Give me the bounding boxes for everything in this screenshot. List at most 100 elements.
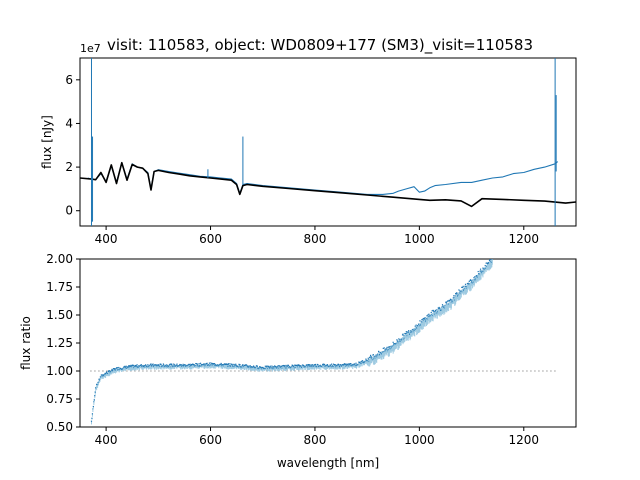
ratio-point <box>408 330 410 332</box>
ratio-point <box>188 364 190 366</box>
ratio-point <box>196 363 198 365</box>
ratio-point <box>281 365 283 367</box>
ratio-point <box>350 363 352 365</box>
ratio-point <box>271 365 273 367</box>
ratio-point <box>488 260 491 262</box>
ratio-point <box>484 264 486 267</box>
ratio-point <box>398 338 400 340</box>
ratio-point <box>275 366 277 368</box>
ratio-point <box>421 319 423 321</box>
ratio-point <box>267 366 269 368</box>
ratio-point <box>242 364 244 366</box>
ratio-point <box>134 364 136 367</box>
ratio-point <box>452 297 454 299</box>
ratio-point <box>486 262 488 264</box>
ratio-point <box>91 417 93 419</box>
spectrum-ytick-label: 2 <box>65 160 73 174</box>
spectrum-marks <box>80 58 576 226</box>
ratio-point <box>187 364 189 366</box>
ratio-point <box>464 285 466 287</box>
ratio-point <box>162 363 164 365</box>
ratio-point <box>175 364 178 366</box>
ratio-point <box>431 310 433 312</box>
ratio-point <box>442 305 444 307</box>
spectrum-ytick-label: 4 <box>65 116 73 130</box>
ratio-point <box>453 295 455 297</box>
ratio-point <box>370 356 372 358</box>
ratio-point <box>464 283 467 285</box>
ratio-point <box>422 319 424 321</box>
ratio-point <box>180 364 182 366</box>
ratio-series-group <box>90 259 558 425</box>
ratio-point <box>427 314 429 316</box>
ratio-point <box>198 363 200 365</box>
ratio-point <box>384 348 386 351</box>
ratio-marks <box>90 259 558 425</box>
ratio-point <box>285 364 287 367</box>
ratio-point <box>424 317 426 319</box>
ratio-point <box>491 259 493 260</box>
ratio-point <box>273 366 275 368</box>
ratio-point <box>423 317 425 319</box>
ratio-point <box>428 313 430 315</box>
ratio-point <box>382 347 384 350</box>
ratio-point <box>114 368 116 370</box>
ratio-point <box>322 364 324 366</box>
ratio-point <box>369 356 371 358</box>
spectrum-xtick-label: 1000 <box>404 232 435 246</box>
ratio-point <box>260 366 262 369</box>
ratio-point <box>462 286 464 289</box>
ratio-point <box>323 363 326 366</box>
ratio-point <box>174 364 176 366</box>
ratio-point <box>482 267 484 269</box>
spectrum-xtick-label: 600 <box>199 232 222 246</box>
ratio-panel: flux ratio wavelength [nm] 400 600 800 1000… <box>19 252 577 470</box>
ratio-point <box>160 363 162 365</box>
ratio-point <box>441 304 444 306</box>
ratio-point <box>405 333 407 335</box>
ratio-point <box>327 364 329 366</box>
ratio-point <box>203 363 205 365</box>
ratio-point <box>347 363 350 365</box>
ratio-point <box>307 363 309 366</box>
ratio-point <box>489 259 492 261</box>
ratio-point <box>231 363 233 365</box>
ratio-point <box>93 399 95 401</box>
ratio-point <box>292 364 294 366</box>
ratio-point <box>315 363 317 366</box>
ratio-point <box>446 301 448 303</box>
ratio-point <box>163 364 165 366</box>
ratio-point <box>349 363 351 365</box>
spectrum-plot-frame <box>79 57 577 227</box>
ratio-point <box>326 364 328 366</box>
ratio-point <box>179 363 181 366</box>
ratio-point <box>113 368 115 370</box>
ratio-point <box>150 363 152 365</box>
ratio-ytick-label: 0.50 <box>46 420 73 434</box>
ratio-point <box>256 365 258 367</box>
ratio-point <box>362 360 364 362</box>
ratio-point <box>189 363 191 365</box>
ratio-point <box>432 310 435 312</box>
ratio-point <box>449 299 451 302</box>
ratio-point <box>140 364 142 366</box>
ratio-point <box>487 262 490 264</box>
ratio-ytick-label: 1.75 <box>46 280 73 294</box>
ratio-point <box>294 364 297 367</box>
ratio-point <box>458 289 460 291</box>
ratio-point <box>229 363 231 365</box>
ratio-point <box>450 298 452 301</box>
ratio-point <box>405 331 407 333</box>
ratio-point <box>107 370 110 373</box>
spectrum-ytick-label: 6 <box>65 73 73 87</box>
ratio-point <box>147 364 149 366</box>
ratio-point <box>284 365 286 367</box>
ratio-point <box>111 368 113 370</box>
ratio-point <box>340 364 342 366</box>
ratio-point <box>231 364 234 366</box>
ratio-point <box>393 343 395 345</box>
ratio-point <box>128 365 130 367</box>
ratio-point <box>268 366 270 368</box>
ratio-point <box>206 362 208 364</box>
model-line <box>80 161 576 208</box>
